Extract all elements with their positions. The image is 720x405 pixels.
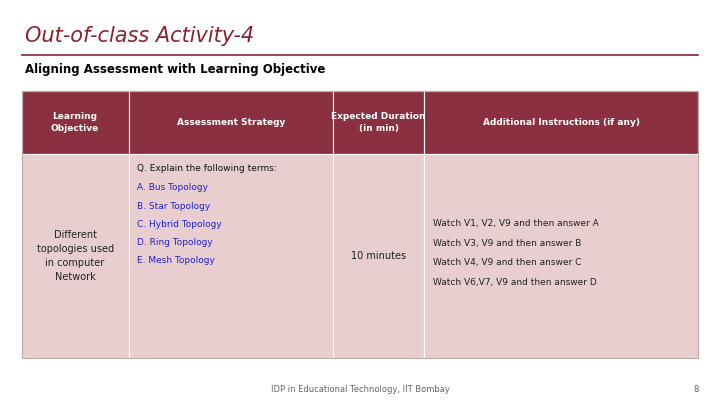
Text: 10 minutes: 10 minutes xyxy=(351,251,406,261)
Text: Additional Instructions (if any): Additional Instructions (if any) xyxy=(483,118,640,127)
Text: C. Hybrid Topology: C. Hybrid Topology xyxy=(138,220,222,229)
Bar xyxy=(333,91,424,154)
Bar xyxy=(22,154,129,358)
Bar xyxy=(129,154,333,358)
Text: Assessment Strategy: Assessment Strategy xyxy=(176,118,285,127)
Text: Watch V6,V7, V9 and then answer D: Watch V6,V7, V9 and then answer D xyxy=(433,278,597,287)
Text: Different
topologies used
in computer
Network: Different topologies used in computer Ne… xyxy=(37,230,114,282)
Text: Watch V4, V9 and then answer C: Watch V4, V9 and then answer C xyxy=(433,258,581,267)
Bar xyxy=(22,91,698,358)
Text: Learning
Objective: Learning Objective xyxy=(51,113,99,132)
Bar xyxy=(424,91,698,154)
Text: Watch V1, V2, V9 and then answer A: Watch V1, V2, V9 and then answer A xyxy=(433,220,599,228)
Bar xyxy=(424,154,698,358)
Text: B. Star Topology: B. Star Topology xyxy=(138,202,210,211)
Text: 8: 8 xyxy=(693,385,698,394)
Bar xyxy=(333,154,424,358)
Bar xyxy=(22,91,129,154)
Text: A. Bus Topology: A. Bus Topology xyxy=(138,183,208,192)
Text: Watch V3, V9 and then answer B: Watch V3, V9 and then answer B xyxy=(433,239,581,248)
Text: Q. Explain the following terms:: Q. Explain the following terms: xyxy=(138,164,277,173)
Text: Expected Duration
(in min): Expected Duration (in min) xyxy=(331,113,426,132)
Text: IDP in Educational Technology, IIT Bombay: IDP in Educational Technology, IIT Bomba… xyxy=(271,385,449,394)
Text: Out-of-class Activity-4: Out-of-class Activity-4 xyxy=(25,26,254,46)
Text: E. Mesh Topology: E. Mesh Topology xyxy=(138,256,215,265)
Text: Aligning Assessment with Learning Objective: Aligning Assessment with Learning Object… xyxy=(25,63,325,76)
Text: D. Ring Topology: D. Ring Topology xyxy=(138,238,213,247)
Bar xyxy=(129,91,333,154)
